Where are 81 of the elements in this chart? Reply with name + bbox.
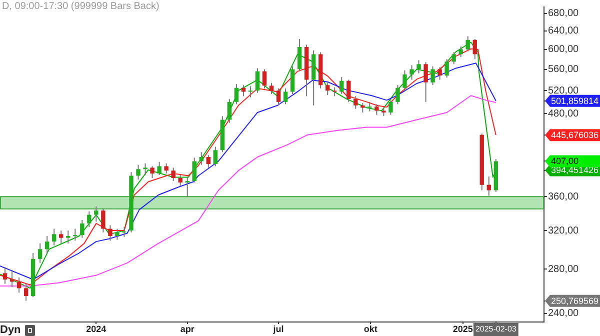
- candlestick: [297, 38, 302, 72]
- candlestick: [115, 228, 120, 240]
- candlestick: [424, 62, 428, 102]
- candlestick: [472, 38, 477, 60]
- candlestick: [213, 146, 218, 167]
- candlestick: [396, 84, 400, 105]
- candlestick: [206, 154, 210, 168]
- y-tick-label: 501,859814: [551, 96, 599, 106]
- candlestick: [94, 206, 98, 222]
- candlestick: [164, 162, 168, 174]
- candlestick: [150, 166, 154, 178]
- candlestick: [430, 66, 435, 86]
- y-tick-label: 250,769569: [551, 296, 599, 306]
- candlestick: [402, 70, 407, 92]
- y-tick-label: 360,00: [548, 191, 580, 202]
- y-tick-label: 445,676036: [551, 130, 599, 140]
- x-tick-label: 2025-02-03: [475, 324, 517, 334]
- candlestick: [192, 157, 196, 184]
- x-tick-label: okt: [364, 324, 378, 334]
- candlestick: [486, 176, 492, 196]
- candlestick: [185, 176, 190, 198]
- candlestick: [458, 46, 463, 58]
- y-tick-label: 280,00: [548, 264, 580, 275]
- candlestick: [199, 152, 204, 166]
- candlestick: [171, 167, 176, 182]
- candlestick: [283, 88, 288, 105]
- x-tick-label: jul: [272, 324, 284, 334]
- candlestick: [59, 230, 64, 244]
- candlestick: [16, 276, 22, 294]
- candlestick: [326, 81, 330, 96]
- candlestick: [38, 242, 42, 264]
- candlestick: [44, 236, 50, 254]
- candlestick: [466, 36, 470, 52]
- y-tick-label: 600,00: [548, 44, 580, 56]
- candlestick: [80, 219, 84, 238]
- candlestick: [368, 101, 372, 112]
- candlestick: [444, 58, 449, 78]
- y-tick-label: 640,00: [548, 26, 580, 37]
- candlestick: [101, 208, 106, 233]
- candlestick: [24, 283, 28, 302]
- y-tick-label: 680,00: [548, 8, 580, 20]
- candlestick: [374, 104, 379, 116]
- candlestick: [234, 84, 239, 105]
- candlestick: [227, 98, 232, 124]
- y-tick-label: 520,00: [548, 85, 580, 96]
- text: Dyn: [0, 324, 21, 336]
- x-tick-label: 2024: [86, 324, 106, 334]
- candlestick: [354, 96, 358, 110]
- x-tick-label: apr: [180, 324, 195, 334]
- y-tick-label: 480,00: [548, 108, 580, 120]
- candlestick: [410, 64, 414, 80]
- candlestick: [388, 98, 393, 116]
- candlestick: [122, 226, 126, 238]
- y-tick-label: 407,00: [551, 156, 579, 166]
- y-tick-label: 560,00: [548, 64, 580, 75]
- candlestick: [136, 164, 140, 180]
- candlestick: [255, 68, 260, 94]
- chart-title: D, 09:00-17:30 (999999 Bars Back): [2, 1, 160, 12]
- x-tick-label: 2025: [452, 324, 473, 334]
- candlestick: [276, 88, 281, 106]
- candlestick: [143, 162, 148, 176]
- y-tick-label: 240,00: [548, 308, 580, 320]
- candlestick: [416, 60, 421, 74]
- candlestick: [66, 230, 70, 244]
- candlestick: [262, 68, 267, 89]
- candlestick: [52, 228, 56, 246]
- candlestick: [346, 79, 351, 102]
- candlestick: [452, 52, 456, 65]
- candlestick: [73, 228, 78, 242]
- candlestick: [87, 210, 92, 228]
- candlestick: [178, 174, 182, 186]
- candlestick: [2, 266, 8, 284]
- candlestick: [360, 102, 365, 113]
- candlestick: [108, 224, 112, 242]
- y-tick-label: 320,00: [548, 225, 580, 236]
- candlestick: [438, 66, 442, 80]
- candlestick: [290, 66, 295, 94]
- candlestick: [269, 82, 274, 94]
- candlestick: [157, 161, 162, 176]
- candlestick: [340, 76, 344, 94]
- y-tick-label: 394,451426: [551, 165, 599, 176]
